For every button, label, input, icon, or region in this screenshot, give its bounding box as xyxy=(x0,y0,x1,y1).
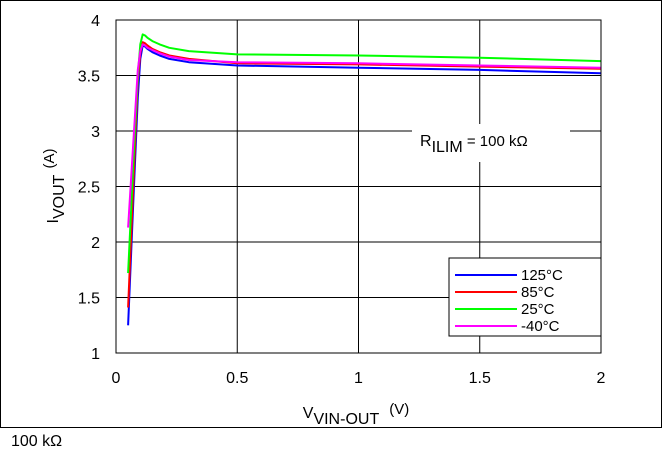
annotation-background xyxy=(412,124,570,162)
x-tick-label: 0.5 xyxy=(226,370,248,387)
legend: 125°C85°C25°C-40°C xyxy=(448,257,602,337)
x-axis-label-unit: (V) xyxy=(389,401,409,418)
y-tick-label: 3.5 xyxy=(78,69,100,86)
legend-label: 25°C xyxy=(521,301,555,318)
y-tick-label: 4 xyxy=(91,13,100,30)
legend-box xyxy=(448,257,602,337)
x-axis-label: VVIN-OUT (V) xyxy=(303,401,409,428)
annotation-rest: = 100 kΩ xyxy=(463,133,528,150)
x-axis-label-sub: VIN-OUT xyxy=(313,411,379,428)
x-axis-ticks: 0 0.5 1 1.5 2 xyxy=(112,370,606,387)
x-tick-label: 1.5 xyxy=(469,370,491,387)
x-tick-label: 1 xyxy=(354,370,363,387)
x-tick-label: 2 xyxy=(597,370,606,387)
annotation-sub: ILIM xyxy=(432,139,463,156)
y-axis-label: IVOUT (A) xyxy=(41,149,68,224)
y-tick-label: 2.5 xyxy=(78,180,100,197)
caption: 100 kΩ xyxy=(11,433,63,450)
y-tick-label: 1.5 xyxy=(78,291,100,308)
series-line xyxy=(127,43,602,228)
y-axis-ticks: 1 1.5 2 2.5 3 3.5 4 xyxy=(78,13,100,363)
y-tick-label: 1 xyxy=(91,346,100,363)
legend-label: -40°C xyxy=(521,318,560,335)
annotation-main: R xyxy=(420,133,432,150)
y-tick-label: 2 xyxy=(91,235,100,252)
series-lines xyxy=(127,33,602,326)
x-tick-label: 0 xyxy=(112,370,121,387)
y-axis-label-sub: VOUT xyxy=(51,174,68,219)
chart-frame xyxy=(0,0,662,428)
y-axis-label-unit: (A) xyxy=(41,149,58,169)
annotation-text: RILIM = 100 kΩ xyxy=(420,133,528,156)
y-axis-label-main: I xyxy=(45,219,62,223)
legend-label: 125°C xyxy=(521,267,563,284)
legend-label: 85°C xyxy=(521,284,555,301)
x-axis-label-main: V xyxy=(303,405,314,422)
plot-border xyxy=(115,19,602,354)
annotation: RILIM = 100 kΩ xyxy=(412,124,570,162)
y-tick-label: 3 xyxy=(91,124,100,141)
